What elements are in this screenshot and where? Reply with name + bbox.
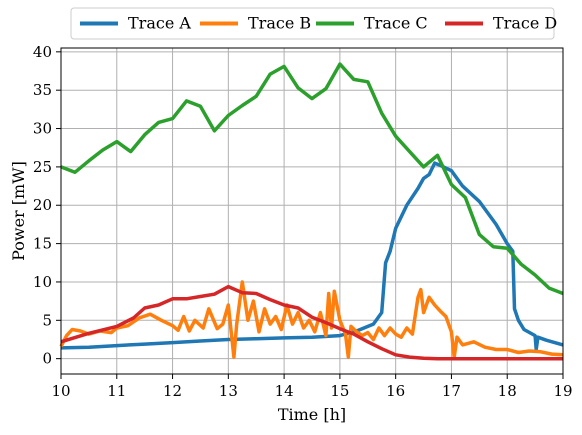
x-tick-label: 15	[330, 382, 349, 400]
y-tick-label: 0	[42, 350, 52, 368]
x-ticks: 10 11 12 13 14 15 16 17 18 19	[51, 374, 573, 400]
series-lines	[59, 62, 564, 361]
y-tick-label: 20	[33, 196, 52, 214]
legend-label-1: Trace A	[128, 14, 191, 33]
series-line-3	[60, 62, 564, 296]
x-tick-label: 11	[107, 382, 126, 400]
y-axis-label: Power [mW]	[9, 161, 28, 261]
y-ticks: 0 5 10 15 20 25 30 35 40	[33, 43, 61, 368]
y-tick-label: 15	[33, 235, 52, 253]
x-tick-label: 12	[163, 382, 182, 400]
x-tick-label: 17	[442, 382, 461, 400]
series-line-1	[60, 161, 564, 352]
legend: Trace A Trace B Trace C Trace D	[70, 7, 557, 40]
legend-label-3: Trace C	[364, 14, 428, 33]
legend-box	[70, 7, 555, 40]
plot-frame	[60, 47, 564, 375]
y-tick-label: 25	[33, 158, 52, 176]
legend-label-2: Trace B	[248, 14, 311, 33]
y-tick-label: 30	[33, 120, 52, 138]
x-tick-label: 10	[51, 382, 70, 400]
y-tick-label: 35	[33, 81, 52, 99]
x-axis-label: Time [h]	[278, 405, 346, 424]
series-line-2	[59, 280, 564, 359]
x-tick-label: 14	[275, 382, 294, 400]
x-tick-label: 16	[386, 382, 405, 400]
x-tick-label: 13	[219, 382, 238, 400]
y-tick-label: 40	[33, 43, 52, 61]
x-tick-label: 19	[553, 382, 572, 400]
grid-lines	[60, 48, 564, 374]
x-tick-label: 18	[498, 382, 517, 400]
legend-label-4: Trace D	[493, 14, 557, 33]
y-tick-label: 5	[42, 311, 52, 329]
y-tick-label: 10	[33, 273, 52, 291]
series-line-4	[60, 284, 563, 361]
